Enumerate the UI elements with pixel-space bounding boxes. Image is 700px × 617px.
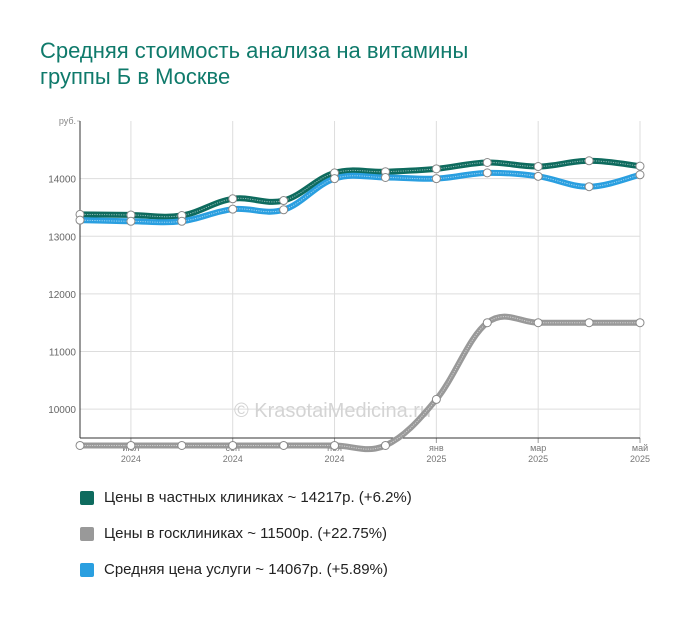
data-point-average <box>533 171 543 181</box>
y-tick-label: 12000 <box>48 290 76 301</box>
legend-item-average[interactable]: Средняя цена услуги ~ 14067р. (+5.89%) <box>80 560 412 579</box>
legend-swatch-private <box>80 490 94 505</box>
series-line-average <box>77 169 643 226</box>
y-tick-label: 11000 <box>49 348 77 359</box>
x-tick-label-year: 2024 <box>121 454 141 464</box>
data-point-public <box>177 440 187 450</box>
series-line-outer-private <box>77 157 643 220</box>
data-point-public <box>584 318 594 328</box>
data-point-average <box>279 205 289 215</box>
data-point-average <box>126 216 136 226</box>
data-point-public <box>279 440 289 450</box>
x-tick-label-year: 2025 <box>630 454 650 464</box>
legend-label-public: Цены в госклиниках ~ 11500р. (+22.75%) <box>104 525 388 542</box>
chart-title-line-2: группы Б в Москве <box>40 64 231 89</box>
legend: Цены в частных клиниках ~ 14217р. (+6.2%… <box>80 488 412 596</box>
x-tick-label-year: 2024 <box>325 454 345 464</box>
series-line-outer-public <box>77 313 643 453</box>
legend-label-private: Цены в частных клиниках ~ 14217р. (+6.2%… <box>104 489 412 506</box>
data-point-private <box>431 164 441 174</box>
data-point-average <box>330 174 340 184</box>
chart-points <box>75 156 645 450</box>
data-point-private <box>228 194 238 204</box>
x-tick-label-month: мар <box>530 443 546 453</box>
data-point-public <box>482 318 492 328</box>
series-line-private <box>77 157 643 220</box>
chart-grid <box>80 121 641 438</box>
x-tick-label-year: 2024 <box>223 454 243 464</box>
legend-swatch-public <box>80 526 94 541</box>
series-line-texture-public <box>80 316 640 450</box>
series-line-public <box>77 313 643 453</box>
chart-svg: © KrasotaiMedicina.ru 10000 11000 12000 130… <box>48 116 650 464</box>
data-point-public <box>330 440 340 450</box>
data-point-average <box>482 168 492 178</box>
y-tick-label: 13000 <box>48 232 76 243</box>
data-point-private <box>279 196 289 206</box>
x-tick-label-month: янв <box>429 443 444 453</box>
data-point-average <box>635 170 645 180</box>
legend-item-private[interactable]: Цены в частных клиниках ~ 14217р. (+6.2%… <box>80 488 412 507</box>
x-tick-label-year: 2025 <box>426 454 446 464</box>
y-tick-label: 14000 <box>48 175 76 186</box>
legend-label-average: Средняя цена услуги ~ 14067р. (+5.89%) <box>104 561 388 578</box>
data-point-public <box>75 440 85 450</box>
data-point-private <box>584 156 594 166</box>
chart-title-line-1: Средняя стоимость анализа на витамины <box>40 38 469 63</box>
data-point-public <box>431 394 441 404</box>
data-point-average <box>177 216 187 226</box>
data-point-public <box>635 318 645 328</box>
data-point-average <box>431 174 441 184</box>
data-point-private <box>482 157 492 167</box>
legend-item-public[interactable]: Цены в госклиниках ~ 11500р. (+22.75%) <box>80 524 412 543</box>
data-point-private <box>533 162 543 172</box>
x-tick-label-year: 2025 <box>528 454 548 464</box>
legend-swatch-average <box>80 562 94 577</box>
data-point-public <box>533 318 543 328</box>
chart-title: Средняя стоимость анализа на витамины гр… <box>40 38 600 90</box>
series-line-texture-average <box>79 172 641 223</box>
data-point-public <box>126 440 136 450</box>
data-point-private <box>635 161 645 171</box>
y-axis-label: руб. <box>59 116 76 126</box>
data-point-average <box>75 215 85 225</box>
data-point-average <box>584 182 594 192</box>
series-line-texture-private <box>79 160 641 218</box>
watermark: © KrasotaiMedicina.ru <box>234 400 431 422</box>
data-point-public <box>380 440 390 450</box>
x-tick-label-month: май <box>632 443 648 453</box>
data-point-public <box>228 440 238 450</box>
data-point-average <box>228 204 238 214</box>
y-tick-label: 10000 <box>48 405 76 416</box>
data-point-average <box>380 172 390 182</box>
